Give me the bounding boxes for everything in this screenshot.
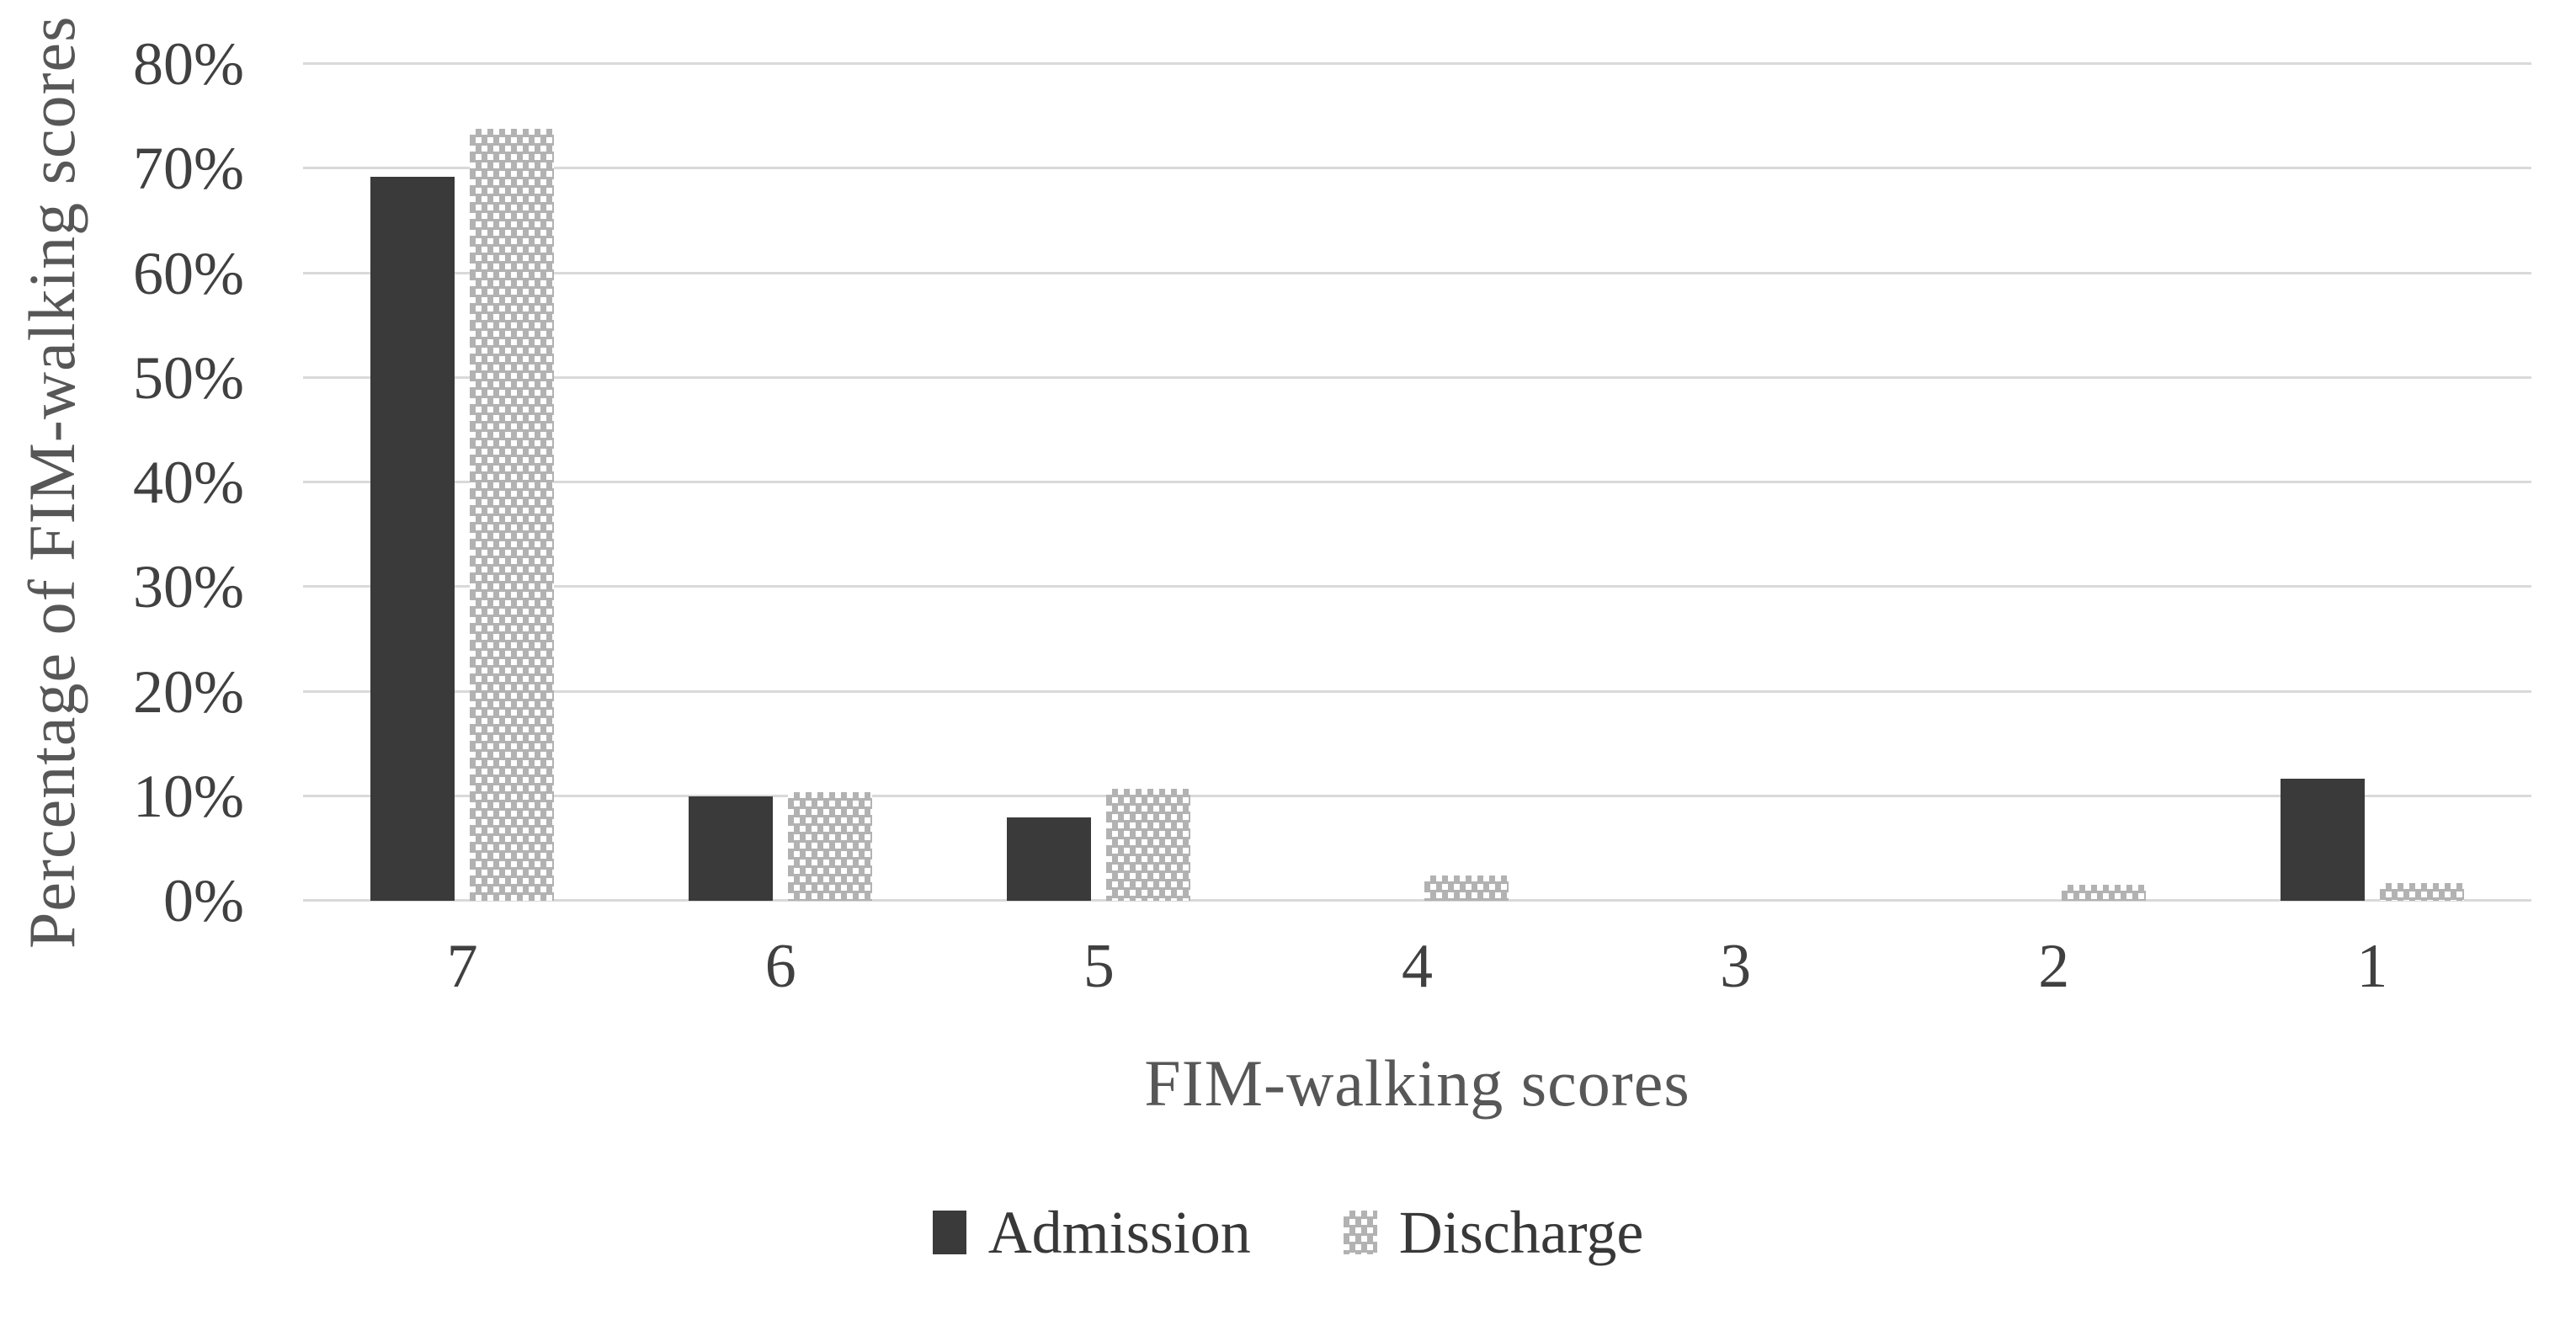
bar-group-4	[1258, 64, 1576, 901]
bar-groups	[303, 64, 2531, 901]
bar-discharge-2	[2061, 885, 2146, 901]
gridline-70%	[303, 167, 2531, 170]
y-tick-label-70%: 70%	[133, 135, 244, 203]
x-tick-label-7: 7	[446, 932, 478, 1001]
gridline-30%	[303, 585, 2531, 588]
bar-discharge-6	[788, 791, 873, 901]
bar-admission-6	[689, 796, 774, 901]
y-tick-label-50%: 50%	[133, 343, 244, 412]
gridline-10%	[303, 794, 2531, 797]
gridline-60%	[303, 271, 2531, 274]
y-tick-label-0%: 0%	[163, 867, 244, 934]
x-tick-label-5: 5	[1083, 932, 1115, 1001]
y-tick-label-40%: 40%	[133, 449, 244, 516]
bar-group-6	[621, 64, 939, 901]
discharge-swatch-icon	[1343, 1211, 1377, 1254]
admission-swatch-icon	[932, 1211, 966, 1254]
legend-item-admission: Admission	[932, 1199, 1251, 1266]
x-tick-label-3: 3	[1720, 932, 1752, 1001]
bar-admission-7	[370, 177, 455, 901]
y-tick-label-20%: 20%	[133, 657, 244, 726]
y-tick-label-10%: 10%	[133, 762, 244, 830]
legend-label-admission: Admission	[987, 1199, 1251, 1266]
bar-group-1	[2213, 64, 2531, 901]
legend-label-discharge: Discharge	[1398, 1199, 1644, 1266]
x-tick-label-4: 4	[1401, 932, 1433, 1001]
gridline-50%	[303, 375, 2531, 379]
y-axis-ticks: 0% 10% 20% 30% 40% 50% 60% 70% 80%	[0, 34, 253, 931]
bar-discharge-5	[1106, 789, 1191, 901]
gridline-0%	[303, 899, 2531, 902]
bar-group-7	[303, 64, 621, 901]
plot-area	[303, 62, 2531, 902]
x-axis-ticks: 7 6 5 4 3 2 1	[303, 932, 2531, 1001]
x-tick-label-2: 2	[2038, 932, 2070, 1001]
legend-item-discharge: Discharge	[1343, 1199, 1644, 1266]
bar-group-5	[939, 64, 1258, 901]
bar-group-2	[1895, 64, 2213, 901]
y-tick-label-80%: 80%	[133, 30, 244, 98]
gridline-80%	[303, 62, 2531, 65]
bar-group-3	[1577, 64, 1895, 901]
gridline-40%	[303, 481, 2531, 483]
legend: Admission Discharge	[0, 1202, 2576, 1263]
x-tick-label-6: 6	[764, 932, 796, 1001]
bar-discharge-1	[2379, 882, 2464, 901]
x-tick-label-1: 1	[2356, 932, 2388, 1001]
bar-admission-5	[1007, 817, 1092, 901]
bar-discharge-4	[1424, 876, 1509, 901]
bar-admission-1	[2280, 778, 2365, 901]
gridline-20%	[303, 689, 2531, 693]
y-tick-label-60%: 60%	[133, 239, 244, 307]
y-tick-label-30%: 30%	[133, 553, 244, 621]
x-axis-title: FIM-walking scores	[1144, 1046, 1690, 1120]
bar-discharge-7	[470, 129, 555, 901]
